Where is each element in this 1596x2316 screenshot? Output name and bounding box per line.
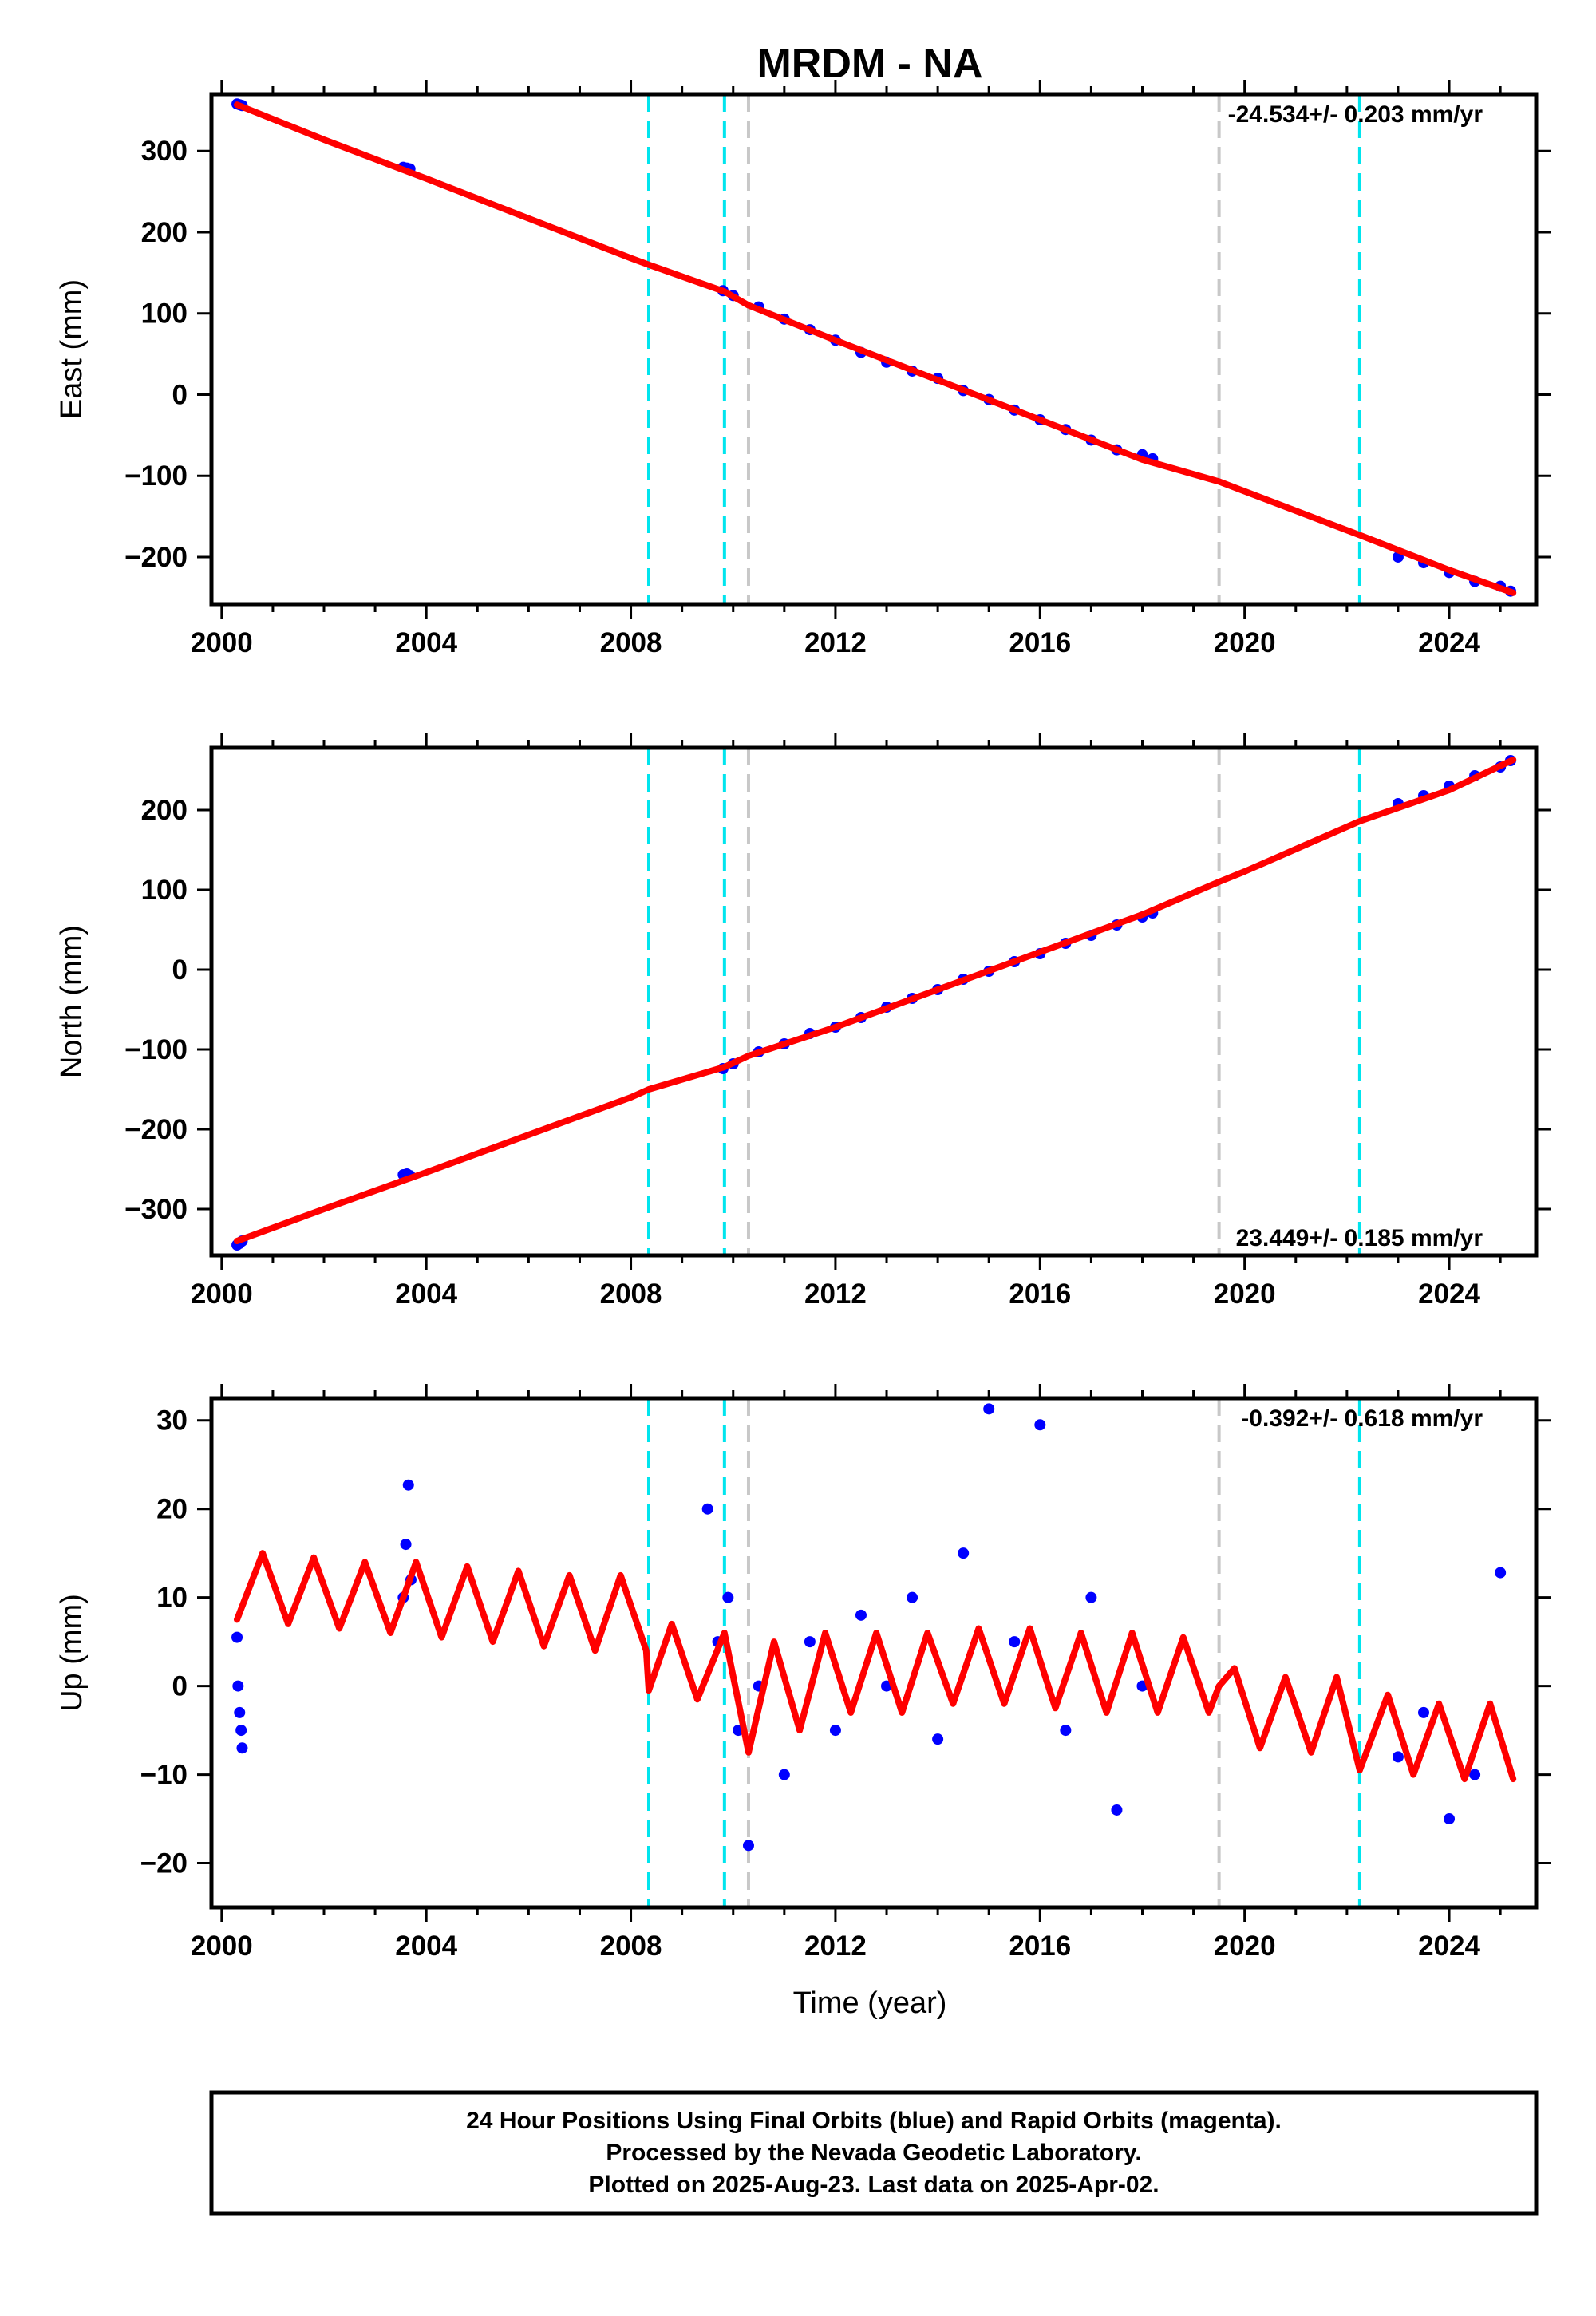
east-x-tick-label: 2016 — [1009, 627, 1071, 658]
up-data-point — [1444, 1813, 1456, 1825]
north-rate-label: 23.449+/- 0.185 mm/yr — [1236, 1225, 1483, 1251]
x-axis-label: Time (year) — [793, 1986, 947, 2020]
up-data-point — [1009, 1636, 1021, 1648]
up-data-point — [1392, 1751, 1404, 1763]
east-plot-area — [231, 98, 1517, 597]
up-data-point — [402, 1479, 414, 1491]
east-y-tick-label: −100 — [124, 460, 188, 492]
up-y-tick-label: −10 — [140, 1760, 188, 1791]
caption-line-1: 24 Hour Positions Using Final Orbits (bl… — [466, 2108, 1282, 2134]
up-data-point — [983, 1403, 995, 1415]
up-data-point — [236, 1742, 248, 1754]
up-data-point — [932, 1733, 944, 1745]
up-data-point — [907, 1591, 918, 1603]
up-data-point — [1417, 1706, 1429, 1718]
north-frame — [209, 745, 1539, 1258]
chart-title: MRDM - NA — [757, 41, 982, 87]
up-x-tick-label: 2000 — [191, 1931, 253, 1962]
east-x-tick-label: 2024 — [1418, 627, 1480, 658]
north-panel: 2000 2004 2008 2012 2016 2020 2024−300−200−100… — [55, 733, 1551, 1310]
up-y-tick-label: 10 — [156, 1583, 188, 1614]
north-y-tick-label: 0 — [172, 954, 188, 986]
up-data-point — [742, 1840, 754, 1852]
up-x-tick-label: 2020 — [1214, 1931, 1276, 1962]
north-x-tick-label: 2024 — [1418, 1279, 1480, 1310]
east-x-tick-label: 2020 — [1214, 627, 1276, 658]
east-y-tick-label: 200 — [141, 217, 188, 248]
up-x-tick-label: 2008 — [600, 1931, 662, 1962]
up-data-point — [1111, 1804, 1123, 1816]
north-y-tick-label: −300 — [124, 1194, 188, 1225]
east-x-tick-label: 2000 — [191, 627, 253, 658]
up-data-point — [778, 1769, 790, 1780]
up-x-tick-label: 2024 — [1418, 1931, 1480, 1962]
up-y-tick-label: 0 — [172, 1671, 188, 1702]
north-y-axis-label: North (mm) — [55, 925, 89, 1078]
east-y-tick-label: −200 — [124, 542, 188, 573]
east-rate-label: -24.534+/- 0.203 mm/yr — [1228, 101, 1483, 128]
up-data-point — [232, 1680, 244, 1692]
up-y-axis-label: Up (mm) — [55, 1594, 89, 1712]
north-y-tick-label: 200 — [141, 795, 188, 826]
up-x-tick-label: 2016 — [1009, 1931, 1071, 1962]
north-x-tick-label: 2004 — [395, 1279, 457, 1310]
north-model-line — [234, 757, 1517, 1244]
up-data-point — [400, 1539, 412, 1551]
up-data-point — [958, 1547, 970, 1559]
up-model-line — [234, 1550, 1517, 1783]
north-x-tick-label: 2008 — [600, 1279, 662, 1310]
up-x-tick-label: 2012 — [804, 1931, 867, 1962]
up-y-tick-label: 30 — [156, 1405, 188, 1437]
east-y-axis-label: East (mm) — [55, 279, 89, 419]
up-data-point — [722, 1591, 734, 1603]
up-observations — [231, 1403, 1507, 1852]
up-data-point — [231, 1631, 243, 1643]
east-x-tick-label: 2008 — [600, 627, 662, 658]
up-data-point — [1034, 1419, 1046, 1431]
caption-line-3: Plotted on 2025-Aug-23. Last data on 202… — [588, 2172, 1159, 2198]
up-data-point — [235, 1725, 247, 1737]
caption-line-2: Processed by the Nevada Geodetic Laborat… — [606, 2140, 1141, 2166]
east-x-tick-label: 2004 — [395, 627, 457, 658]
north-y-tick-label: −100 — [124, 1034, 188, 1065]
north-x-tick-label: 2012 — [804, 1279, 867, 1310]
caption-box: 24 Hour Positions Using Final Orbits (bl… — [209, 2090, 1539, 2216]
north-x-tick-label: 2020 — [1214, 1279, 1276, 1310]
east-model-line — [234, 101, 1517, 596]
up-y-tick-label: 20 — [156, 1494, 188, 1525]
east-y-tick-label: 300 — [141, 136, 188, 167]
up-data-point — [1495, 1567, 1507, 1579]
north-x-tick-label: 2016 — [1009, 1279, 1071, 1310]
east-panel: 2000 2004 2008 2012 2016 2020 2024 −200 −100 0 100… — [55, 80, 1551, 658]
up-x-tick-label: 2004 — [395, 1931, 457, 1962]
up-data-point — [829, 1725, 841, 1737]
up-y-tick-label: −20 — [140, 1848, 188, 1879]
panels: 2000 2004 2008 2012 2016 2020 2024−200−1000100… — [55, 80, 1551, 1962]
up-data-point — [1085, 1591, 1097, 1603]
up-data-point — [701, 1503, 713, 1515]
north-y-tick-label: 100 — [141, 875, 188, 906]
up-data-point — [234, 1706, 246, 1718]
east-y-tick-label: 100 — [141, 298, 188, 330]
up-plot-area — [231, 1403, 1517, 1852]
east-frame — [209, 92, 1539, 607]
up-data-point — [1469, 1769, 1481, 1780]
north-x-tick-label: 2000 — [191, 1279, 253, 1310]
north-y-tick-label: −200 — [124, 1114, 188, 1145]
up-data-point — [855, 1609, 867, 1621]
up-data-point — [1060, 1725, 1072, 1737]
north-plot-area — [231, 755, 1517, 1251]
east-x-tick-label: 2012 — [804, 627, 867, 658]
up-frame — [209, 1396, 1539, 1910]
caption-frame — [209, 2090, 1539, 2216]
up-rate-label: -0.392+/- 0.618 mm/yr — [1241, 1405, 1483, 1432]
east-y-tick-label: 0 — [172, 379, 188, 410]
up-data-point — [804, 1636, 816, 1648]
up-panel: 2000 2004 2008 2012 2016 2020 2024 −20 −10 0 10 20 3… — [55, 1384, 1551, 1962]
